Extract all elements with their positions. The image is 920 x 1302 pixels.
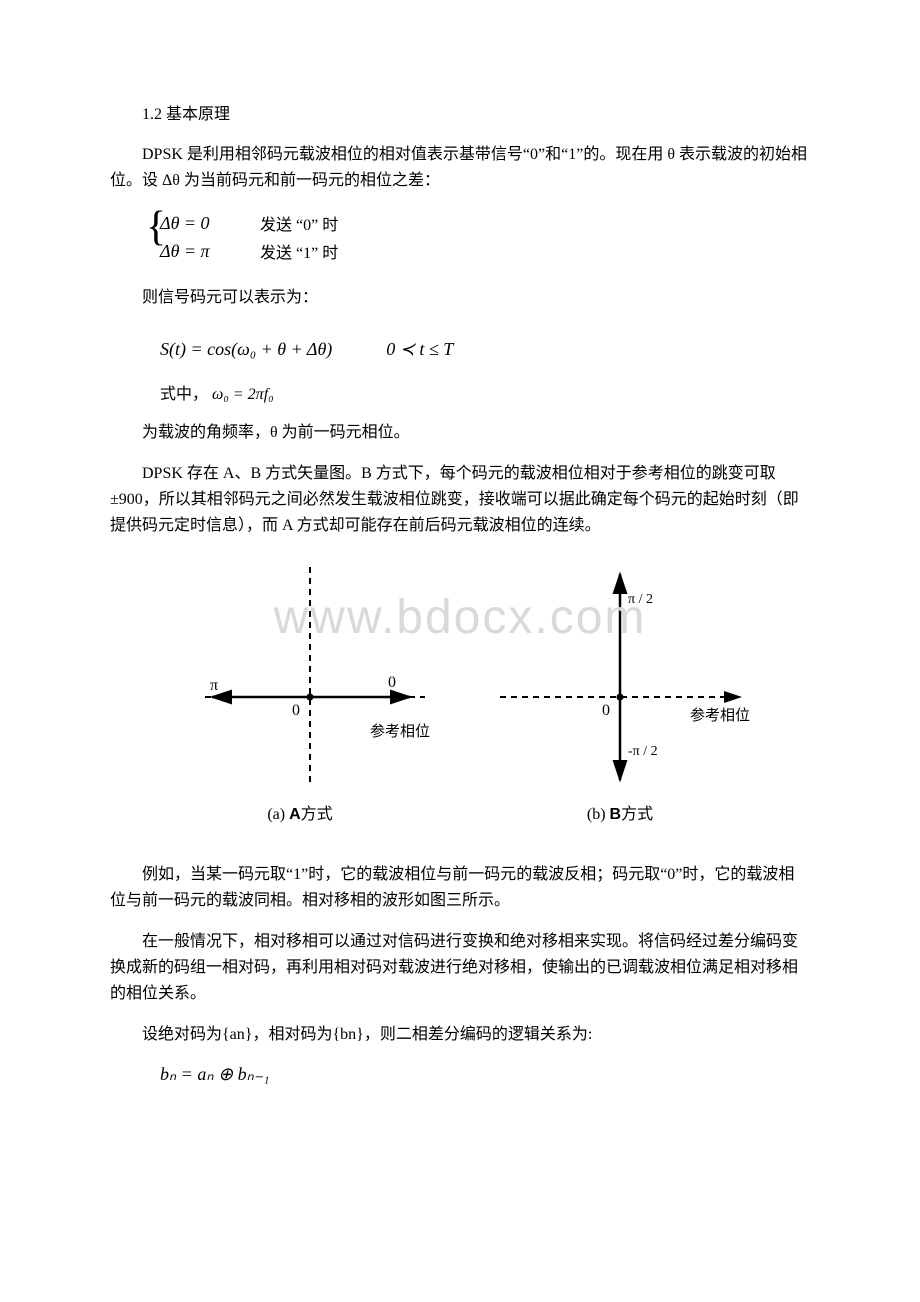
diagram-a-caption: (a) A方式 bbox=[170, 800, 430, 824]
diagram-a-caption-letter: A bbox=[289, 806, 301, 823]
formula-case-1-left: Δθ = π bbox=[160, 241, 260, 262]
diagram-b-neg-pi-half-label: -π / 2 bbox=[628, 744, 658, 760]
diagram-a-origin-label: 0 bbox=[292, 702, 300, 720]
paragraph-ab-modes: DPSK 存在 A、B 方式矢量图。B 方式下，每个码元的载波相位相对于参考相位… bbox=[110, 461, 810, 538]
diagram-b-svg bbox=[490, 562, 750, 792]
formula-signal: S(t) = cos(ω₀ + θ + Δθ) 0 ≺ t ≤ T bbox=[160, 339, 810, 360]
diagram-b-caption-letter: B bbox=[610, 806, 622, 823]
diagram-b-caption-prefix: (b) bbox=[587, 806, 610, 823]
formula-case-0-right: 发送 “0” 时 bbox=[260, 211, 338, 235]
brace-icon: { bbox=[146, 203, 166, 251]
vector-diagrams: π 0 0 参考相位 (a) A方式 π / 2 -π / 2 0 参考相位 bbox=[110, 562, 810, 832]
diagram-a: π 0 0 参考相位 (a) A方式 bbox=[170, 562, 430, 832]
diagram-b-ref-label: 参考相位 bbox=[690, 704, 750, 725]
paragraph-general: 在一般情况下，相对移相可以通过对信码进行变换和绝对移相来实现。将信码经过差分编码… bbox=[110, 929, 810, 1006]
diagram-b-caption-suffix: 方式 bbox=[621, 806, 653, 823]
formula-where-body: ω₀ = 2πf₀ bbox=[212, 386, 274, 403]
diagram-a-pi-label: π bbox=[210, 677, 218, 695]
diagram-b-pi-half-label: π / 2 bbox=[628, 592, 653, 608]
formula-case-0-left: Δθ = 0 bbox=[160, 213, 260, 234]
diagram-a-zero-label: 0 bbox=[388, 674, 396, 692]
paragraph-signal-intro: 则信号码元可以表示为： bbox=[110, 285, 810, 311]
section-title: 1.2 基本原理 bbox=[110, 100, 810, 124]
diagram-a-caption-prefix: (a) bbox=[267, 806, 289, 823]
diagram-a-caption-suffix: 方式 bbox=[301, 806, 333, 823]
paragraph-example: 例如，当某一码元取“1”时，它的载波相位与前一码元的载波反相；码元取“0”时，它… bbox=[110, 862, 810, 913]
formula-cases: { Δθ = 0 发送 “0” 时 Δθ = π 发送 “1” 时 bbox=[160, 209, 810, 265]
paragraph-intro: DPSK 是利用相邻码元载波相位的相对值表示基带信号“0”和“1”的。现在用 θ… bbox=[110, 142, 810, 193]
formula-where-prefix: 式中， bbox=[160, 386, 208, 403]
diagram-b: π / 2 -π / 2 0 参考相位 (b) B方式 bbox=[490, 562, 750, 832]
paragraph-angular: 为载波的角频率，θ 为前一码元相位。 bbox=[110, 420, 810, 446]
formula-case-0: Δθ = 0 发送 “0” 时 bbox=[160, 209, 810, 237]
diagram-b-caption: (b) B方式 bbox=[490, 800, 750, 824]
diagram-b-origin-label: 0 bbox=[602, 702, 610, 720]
formula-case-1: Δθ = π 发送 “1” 时 bbox=[160, 237, 810, 265]
paragraph-codes: 设绝对码为{an}，相对码为{bn}，则二相差分编码的逻辑关系为: bbox=[110, 1022, 810, 1048]
formula-where: 式中， ω₀ = 2πf₀ bbox=[160, 380, 810, 404]
diagram-a-ref-label: 参考相位 bbox=[370, 720, 430, 741]
formula-case-1-right: 发送 “1” 时 bbox=[260, 239, 338, 263]
formula-xor: bₙ = aₙ ⊕ bₙ₋₁ bbox=[160, 1064, 810, 1085]
